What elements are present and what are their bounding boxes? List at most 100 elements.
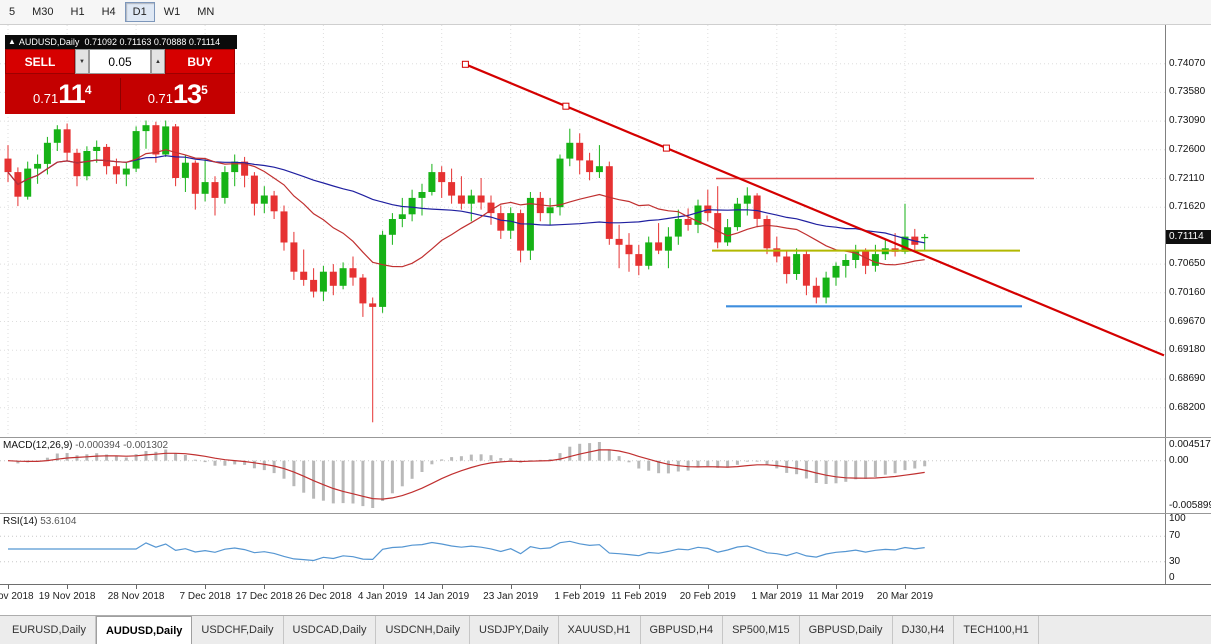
trendline-handle[interactable] — [662, 144, 670, 152]
one-click-trading-panel: ▲ AUDUSD,Daily 0.71092 0.71163 0.70888 0… — [5, 35, 237, 114]
timeframe-button-m30[interactable]: M30 — [24, 2, 61, 22]
price-tick: 0.69180 — [1169, 344, 1206, 356]
macd-indicator-label: MACD(12,26,9) -0.000394 -0.001302 — [3, 440, 169, 451]
price-tick: 0.70650 — [1169, 258, 1206, 270]
time-label: 23 Jan 2019 — [483, 591, 539, 602]
chart-tab-usdcnh[interactable]: USDCNH,Daily — [376, 616, 471, 644]
chart-tab-usdjpy[interactable]: USDJPY,Daily — [470, 616, 559, 644]
ma-slow-line — [7, 155, 925, 244]
time-label: 4 Jan 2019 — [357, 591, 408, 602]
price-tick: 0.68690 — [1169, 372, 1206, 384]
candles — [4, 120, 929, 423]
time-tick-mark — [836, 585, 837, 589]
sell-button[interactable]: SELL — [5, 49, 75, 74]
trendline-handle[interactable] — [461, 60, 469, 68]
time-label: 19 Nov 2018 — [38, 591, 96, 602]
chart-tab-tech100[interactable]: TECH100,H1 — [954, 616, 1039, 644]
time-tick-mark — [707, 585, 709, 589]
macd-axis: 0.004517 0.00 -0.005899 — [1165, 438, 1211, 513]
macd-min-label: -0.005899 — [1169, 500, 1211, 511]
macd-canvas[interactable] — [0, 438, 1165, 513]
price-axis: 0.71114 0.74070 0.73580 0.73090 0.72600 0.72… — [1165, 25, 1211, 437]
chart-tab-dj30[interactable]: DJ30,H4 — [893, 616, 955, 644]
time-label: 1 Mar 2019 — [751, 591, 803, 602]
time-tick-mark — [8, 585, 9, 589]
price-tick: 0.72110 — [1169, 172, 1205, 184]
timeframe-button-mn[interactable]: MN — [189, 2, 222, 22]
timeframe-button-h1[interactable]: H1 — [63, 2, 93, 22]
macd-indicator-panel: 0.004517 0.00 -0.005899 MACD(12,26,9) -0… — [0, 438, 1211, 514]
timeframe-button-w1[interactable]: W1 — [156, 2, 189, 22]
time-tick-mark — [638, 585, 640, 589]
price-tick: 0.73580 — [1169, 86, 1206, 98]
lot-increase-button[interactable]: ▲ — [151, 49, 165, 74]
lot-decrease-button[interactable]: ▼ — [75, 49, 89, 74]
chart-tab-audusd[interactable]: AUDUSD,Daily — [95, 616, 193, 644]
main-chart-panel: 0.71114 0.74070 0.73580 0.73090 0.72600 0.72… — [0, 25, 1211, 438]
ma-fast-line — [7, 149, 925, 268]
price-divider — [119, 78, 121, 110]
macd-zero-label: 0.00 — [1169, 454, 1189, 466]
rsi-axis: 100 70 30 0 — [1165, 514, 1211, 584]
time-label: 17 Dec 2018 — [235, 591, 293, 602]
price-tick: 0.69670 — [1169, 315, 1206, 327]
timeframe-button-5[interactable]: 5 — [1, 2, 23, 22]
time-tick-mark — [579, 585, 581, 589]
chart-tab-gbpusd[interactable]: GBPUSD,H4 — [641, 616, 724, 644]
price-tick: 0.74070 — [1169, 57, 1206, 69]
time-label: 9 Nov 2018 — [0, 591, 34, 602]
chart-tab-usdcad[interactable]: USDCAD,Daily — [284, 616, 377, 644]
chart-tab-eurusd[interactable]: EURUSD,Daily — [3, 616, 96, 644]
chart-symbol-ohlc-label: AUDUSD,Daily 0.71092 0.71163 0.70888 0.7… — [18, 37, 221, 47]
macd-signal-line — [7, 449, 925, 500]
rsi-tick-30: 30 — [1169, 555, 1181, 567]
chart-tab-usdchf[interactable]: USDCHF,Daily — [192, 616, 284, 644]
time-tick-mark — [510, 585, 512, 589]
trade-panel-header[interactable]: ▲ AUDUSD,Daily 0.71092 0.71163 0.70888 0… — [5, 35, 237, 49]
time-tick-mark — [776, 585, 778, 589]
rsi-tick-0: 0 — [1169, 572, 1175, 583]
time-tick-mark — [67, 585, 69, 589]
bid-ask-display: 0.71114 0.71135 — [5, 74, 235, 114]
timeframe-button-h4[interactable]: H4 — [94, 2, 124, 22]
chart-tab-xauusd[interactable]: XAUUSD,H1 — [559, 616, 641, 644]
order-controls-row: SELL ▼ ▲ BUY — [5, 49, 235, 74]
current-price-tag: 0.71114 — [1166, 229, 1211, 244]
time-label: 20 Mar 2019 — [876, 591, 934, 602]
chart-tab-gbpusd[interactable]: GBPUSD,Daily — [800, 616, 893, 644]
timeframe-button-d1[interactable]: D1 — [124, 2, 155, 22]
time-label: 11 Mar 2019 — [808, 591, 864, 602]
time-label: 20 Feb 2019 — [679, 591, 736, 602]
time-tick-mark — [905, 585, 906, 589]
rsi-canvas[interactable] — [0, 514, 1165, 584]
price-tick: 0.72600 — [1169, 143, 1206, 155]
rsi-indicator-label: RSI(14) 53.6104 — [3, 516, 77, 527]
time-label: 28 Nov 2018 — [107, 591, 165, 602]
rsi-tick-100: 100 — [1169, 513, 1186, 524]
time-tick-mark — [323, 585, 325, 589]
time-label: 11 Feb 2019 — [611, 591, 667, 602]
time-tick-mark — [136, 585, 138, 589]
time-label: 1 Feb 2019 — [554, 591, 605, 602]
collapse-triangle-icon[interactable]: ▲ — [8, 37, 16, 46]
sell-price-display[interactable]: 0.71114 — [32, 78, 92, 109]
trendline-handle[interactable] — [562, 102, 570, 110]
time-label: 26 Dec 2018 — [295, 591, 352, 602]
macd-histogram — [16, 442, 927, 508]
price-tick: 0.71620 — [1169, 201, 1206, 213]
buy-price-display[interactable]: 0.71135 — [147, 78, 208, 109]
rsi-indicator-panel: 100 70 30 0 RSI(14) 53.6104 — [0, 514, 1211, 585]
price-tick: 0.68200 — [1169, 401, 1206, 413]
time-tick-mark — [205, 585, 207, 589]
timeframe-toolbar: 5 M30 H1 H4 D1 W1 MN — [0, 0, 1211, 25]
time-label: 14 Jan 2019 — [414, 591, 470, 602]
chart-tab-sp500[interactable]: SP500,M15 — [723, 616, 800, 644]
price-tick: 0.70160 — [1169, 286, 1206, 298]
buy-button[interactable]: BUY — [165, 49, 235, 74]
time-axis: 9 Nov 2018 19 Nov 2018 28 Nov 2018 7 Dec 20… — [0, 585, 1211, 615]
descending-trendline[interactable] — [464, 63, 1165, 357]
rsi-tick-70: 70 — [1169, 530, 1181, 542]
lot-size-input[interactable] — [89, 49, 151, 74]
time-tick-mark — [264, 585, 266, 589]
